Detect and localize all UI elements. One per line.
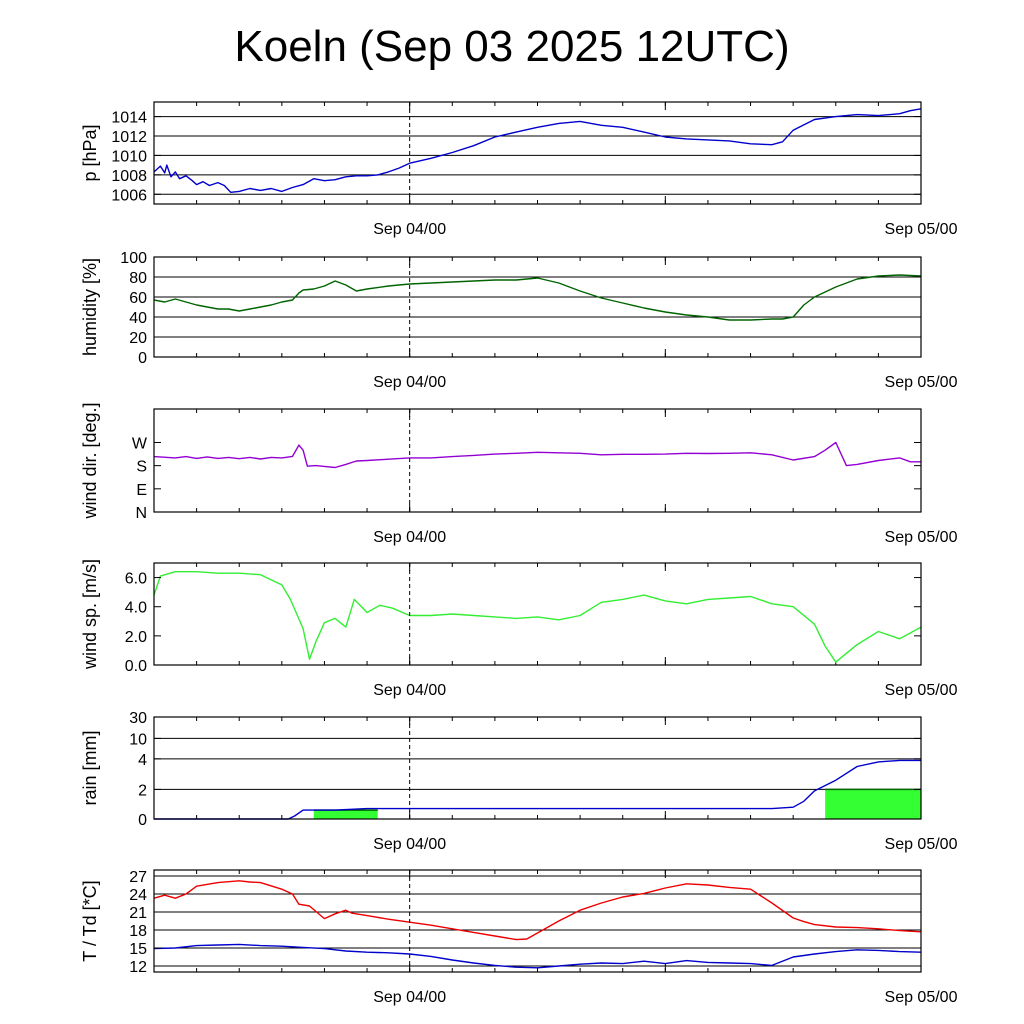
y-tick-label: 4.0 (125, 600, 147, 617)
x-tick-label: Sep 05/00 (885, 221, 958, 238)
x-tick-label: Sep 04/00 (373, 836, 446, 853)
panel-wind_speed: 0.0 2.0 4.0 6.0 wind sp. [m/s] Sep 04/00 Sep 0… (80, 559, 958, 699)
x-tick-label: Sep 05/00 (885, 989, 958, 1006)
y-axis-label: wind dir. [deg.] (80, 402, 100, 519)
y-tick-label: 1012 (111, 129, 147, 146)
y-tick-label: 1006 (111, 187, 147, 204)
y-tick-label: 1010 (111, 148, 147, 165)
x-tick-label: Sep 04/00 (373, 682, 446, 699)
y-tick-label: 60 (129, 290, 147, 307)
y-tick-label: 0.0 (125, 658, 147, 675)
x-tick-label: Sep 04/00 (373, 221, 446, 238)
y-tick-label: 10 (129, 731, 147, 748)
x-tick-label: Sep 04/00 (373, 374, 446, 391)
x-tick-label: Sep 05/00 (885, 682, 958, 699)
y-axis-label: p [hPa] (80, 124, 100, 181)
series-line-wind-direction (153, 441, 921, 469)
y-tick-label: 4 (138, 752, 147, 769)
y-tick-label: 30 (129, 710, 147, 727)
series-line-temperature (153, 880, 922, 941)
y-tick-label: 6.0 (125, 571, 147, 588)
y-tick-label: 2 (138, 782, 147, 799)
y-tick-label: N (135, 505, 147, 522)
y-tick-label: E (136, 482, 147, 499)
series-line-dewpoint (153, 943, 922, 969)
x-tick-label: Sep 05/00 (885, 529, 958, 546)
series-line-cumulative-rain (154, 759, 921, 820)
x-tick-label: Sep 04/00 (373, 989, 446, 1006)
y-axis-label: humidity [%] (80, 258, 100, 356)
panel-pressure: 1006 1008 1010 1012 1014 p [hPa] Sep 04/00 Sep … (80, 101, 958, 238)
rain-bar (313, 810, 378, 819)
y-tick-label: 18 (129, 923, 147, 940)
y-tick-label: 15 (129, 941, 147, 958)
y-tick-label: 12 (129, 959, 147, 976)
panel-frame (153, 869, 922, 973)
y-tick-label: 1014 (111, 110, 147, 127)
y-tick-label: W (132, 435, 148, 452)
y-tick-label: 27 (129, 869, 147, 886)
y-tick-label: 21 (129, 905, 147, 922)
y-tick-label: 100 (120, 250, 147, 267)
panel-frame (153, 256, 922, 358)
series-line-pressure (153, 108, 922, 193)
panel-frame (153, 716, 922, 820)
y-tick-label: 0 (138, 350, 147, 367)
panel-frame (153, 562, 922, 666)
y-tick-label: 20 (129, 330, 147, 347)
y-tick-label: S (136, 459, 147, 476)
chart-title: Koeln (Sep 03 2025 12UTC) (234, 22, 790, 71)
x-tick-label: Sep 05/00 (885, 836, 958, 853)
panel-frame (153, 408, 922, 513)
panel-humidity: 0 20 40 60 80 100 humidity [%] Sep 04/00 Sep 05/… (80, 250, 958, 391)
panel-rain: 0 2 4 10 30 rain [mm] Sep 04/00 Sep 05/00 (80, 710, 958, 853)
x-tick-label: Sep 04/00 (373, 529, 446, 546)
y-tick-label: 40 (129, 310, 147, 327)
y-tick-label: 80 (129, 270, 147, 287)
y-axis-label: wind sp. [m/s] (80, 559, 100, 670)
y-axis-label: rain [mm] (80, 730, 100, 805)
series-line-wind-speed (153, 571, 922, 663)
rain-bar (825, 789, 921, 819)
y-tick-label: 24 (129, 887, 147, 904)
y-tick-label: 2.0 (125, 629, 147, 646)
panel-frame (153, 101, 922, 205)
y-axis-label: T / Td [*C] (80, 880, 100, 961)
y-tick-label: 1008 (111, 168, 147, 185)
series-line-humidity (153, 274, 922, 321)
x-tick-label: Sep 05/00 (885, 374, 958, 391)
y-tick-label: 0 (138, 812, 147, 829)
